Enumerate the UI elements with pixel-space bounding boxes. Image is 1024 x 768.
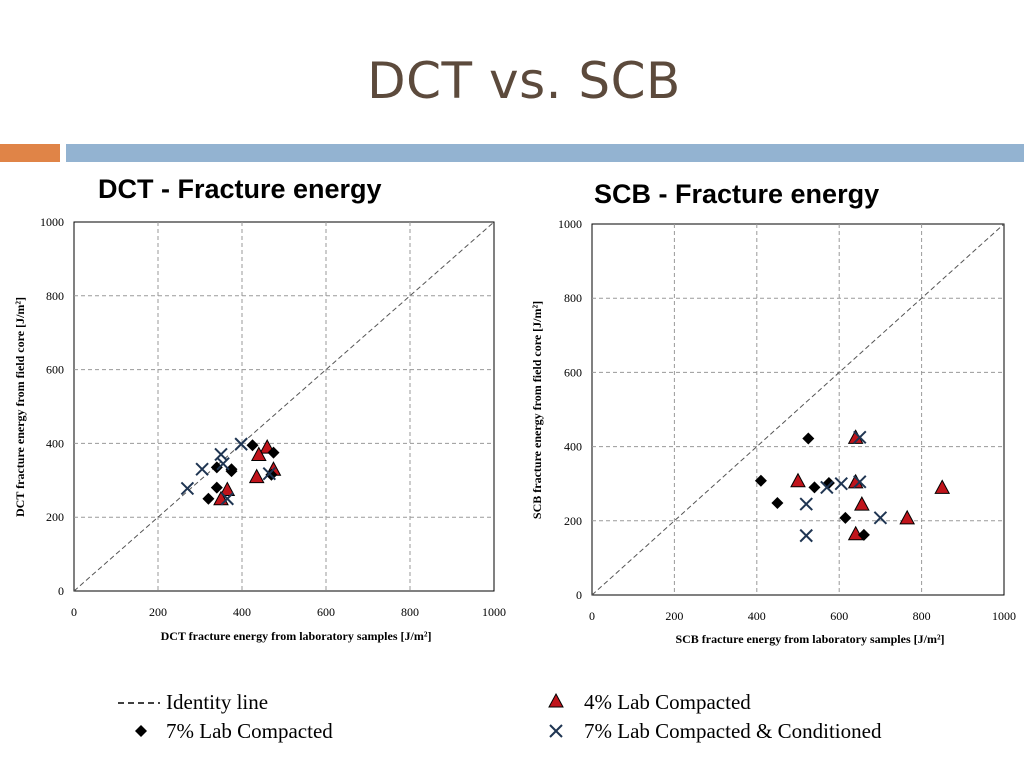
dct-point-lab7	[210, 481, 223, 494]
scb-x-tick-label: 200	[665, 609, 683, 623]
dct-chart-title: DCT - Fracture energy	[98, 174, 382, 204]
legend-lab7-label: 7% Lab Compacted	[166, 719, 333, 743]
dct-plot-frame	[73, 221, 495, 592]
scb-y-tick-label: 200	[564, 514, 582, 528]
scb-point-lab4	[934, 479, 951, 494]
scb-point-lab7c	[799, 497, 813, 511]
dct-x-tick-label: 800	[401, 605, 419, 619]
dct-y-tick-label: 1000	[40, 215, 64, 229]
scb-point-lab7	[771, 496, 784, 509]
scb-point-lab7	[808, 481, 821, 494]
dct-point-lab7c	[262, 466, 277, 481]
accent-bar-blue	[66, 144, 1024, 162]
scb-point-lab7c	[834, 476, 848, 491]
scb-point-lab7c	[873, 511, 888, 525]
dct-point-lab7c	[180, 481, 195, 496]
scb-grid	[591, 223, 1005, 596]
scb-y-tick-label: 400	[564, 440, 582, 454]
scb-point-lab7c	[853, 475, 867, 489]
scb-y-axis-label: SCB fracture energy from field core [J/m…	[530, 301, 544, 519]
legend-identity-label: Identity line	[166, 690, 268, 714]
scb-marks	[591, 223, 1005, 596]
scb-point-lab7	[822, 476, 835, 489]
scb-x-tick-label: 400	[748, 609, 766, 623]
dct-point-lab4	[248, 468, 265, 484]
dct-x-tick-label: 0	[71, 605, 77, 619]
scb-x-tick-label: 600	[830, 609, 848, 623]
dct-point-lab7c	[234, 437, 248, 451]
accent-bar-orange	[0, 144, 60, 162]
scb-point-lab4	[854, 496, 870, 511]
dct-y-tick-label: 600	[46, 363, 64, 377]
scb-plot-frame	[591, 223, 1005, 596]
scb-x-tick-label: 800	[913, 609, 931, 623]
dct-y-axis-label: DCT fracture energy from field core [J/m…	[13, 297, 27, 517]
dct-point-lab7c	[195, 462, 209, 476]
dct-y-tick-label: 800	[46, 289, 64, 303]
dct-point-lab7c	[220, 492, 235, 506]
dct-x-tick-label: 600	[317, 605, 335, 619]
legend-diamond-icon	[135, 725, 147, 737]
dct-marks	[73, 221, 495, 592]
scb-y-tick-label: 600	[564, 365, 582, 379]
dct-y-tick-label: 0	[58, 584, 64, 598]
scb-point-lab7c	[799, 528, 813, 543]
scb-chart: SCB - Fracture energy 0 200 400 600 800 10000…	[530, 179, 1016, 646]
scb-y-tick-label: 1000	[558, 217, 582, 231]
dct-x-tick-label: 400	[233, 605, 251, 619]
scb-point-lab7	[802, 432, 815, 445]
dct-chart: DCT - Fracture energy 0 200 400 600 800 10000…	[13, 174, 506, 643]
dct-point-lab4	[250, 446, 267, 461]
scb-point-lab7	[857, 528, 870, 541]
dct-point-lab7	[267, 446, 280, 459]
dct-x-axis-label: DCT fracture energy from laboratory samp…	[161, 629, 432, 643]
scb-point-lab7	[754, 474, 767, 487]
dct-point-lab4	[219, 481, 236, 497]
scb-identity-line	[591, 223, 1005, 596]
legend-x-icon	[549, 724, 563, 738]
scb-point-lab7c	[820, 480, 834, 495]
dct-grid	[73, 221, 495, 592]
dct-x-tick-label: 200	[149, 605, 167, 619]
scb-x-tick-label: 0	[589, 609, 595, 623]
dct-point-lab7	[246, 439, 259, 452]
dct-point-lab7	[225, 463, 238, 476]
legend-triangle-icon	[548, 692, 564, 708]
dct-point-lab7c	[216, 456, 230, 471]
scb-point-lab4	[847, 525, 864, 541]
scb-tick-labels: 0 200 400 600 800 1000 0 200 400 600 800 1000	[558, 217, 1016, 623]
dct-tick-labels: 0 200 400 600 800 1000 0 200 400 600 800 1000	[40, 215, 506, 619]
scb-point-lab7c	[853, 430, 867, 445]
dct-identity-line	[73, 221, 495, 592]
dct-point-lab7	[210, 461, 223, 474]
slide-title: DCT vs. SCB	[367, 52, 681, 110]
legend: Identity line 7% Lab Compacted 4% Lab Co…	[118, 690, 882, 743]
legend-lab4-label: 4% Lab Compacted	[584, 690, 751, 714]
scb-x-tick-label: 1000	[992, 609, 1016, 623]
scb-y-tick-label: 800	[564, 291, 582, 305]
scb-point-lab4	[899, 509, 916, 525]
dct-point-lab7	[202, 492, 215, 505]
dct-y-tick-label: 400	[46, 436, 64, 450]
scb-chart-title: SCB - Fracture energy	[594, 179, 879, 209]
scb-point-lab4	[790, 472, 806, 488]
dct-x-tick-label: 1000	[482, 605, 506, 619]
scb-y-tick-label: 0	[576, 588, 582, 602]
dct-y-tick-label: 200	[46, 510, 64, 524]
scb-x-axis-label: SCB fracture energy from laboratory samp…	[675, 632, 944, 646]
legend-lab7c-label: 7% Lab Compacted & Conditioned	[584, 719, 882, 743]
scb-point-lab7	[839, 511, 852, 524]
